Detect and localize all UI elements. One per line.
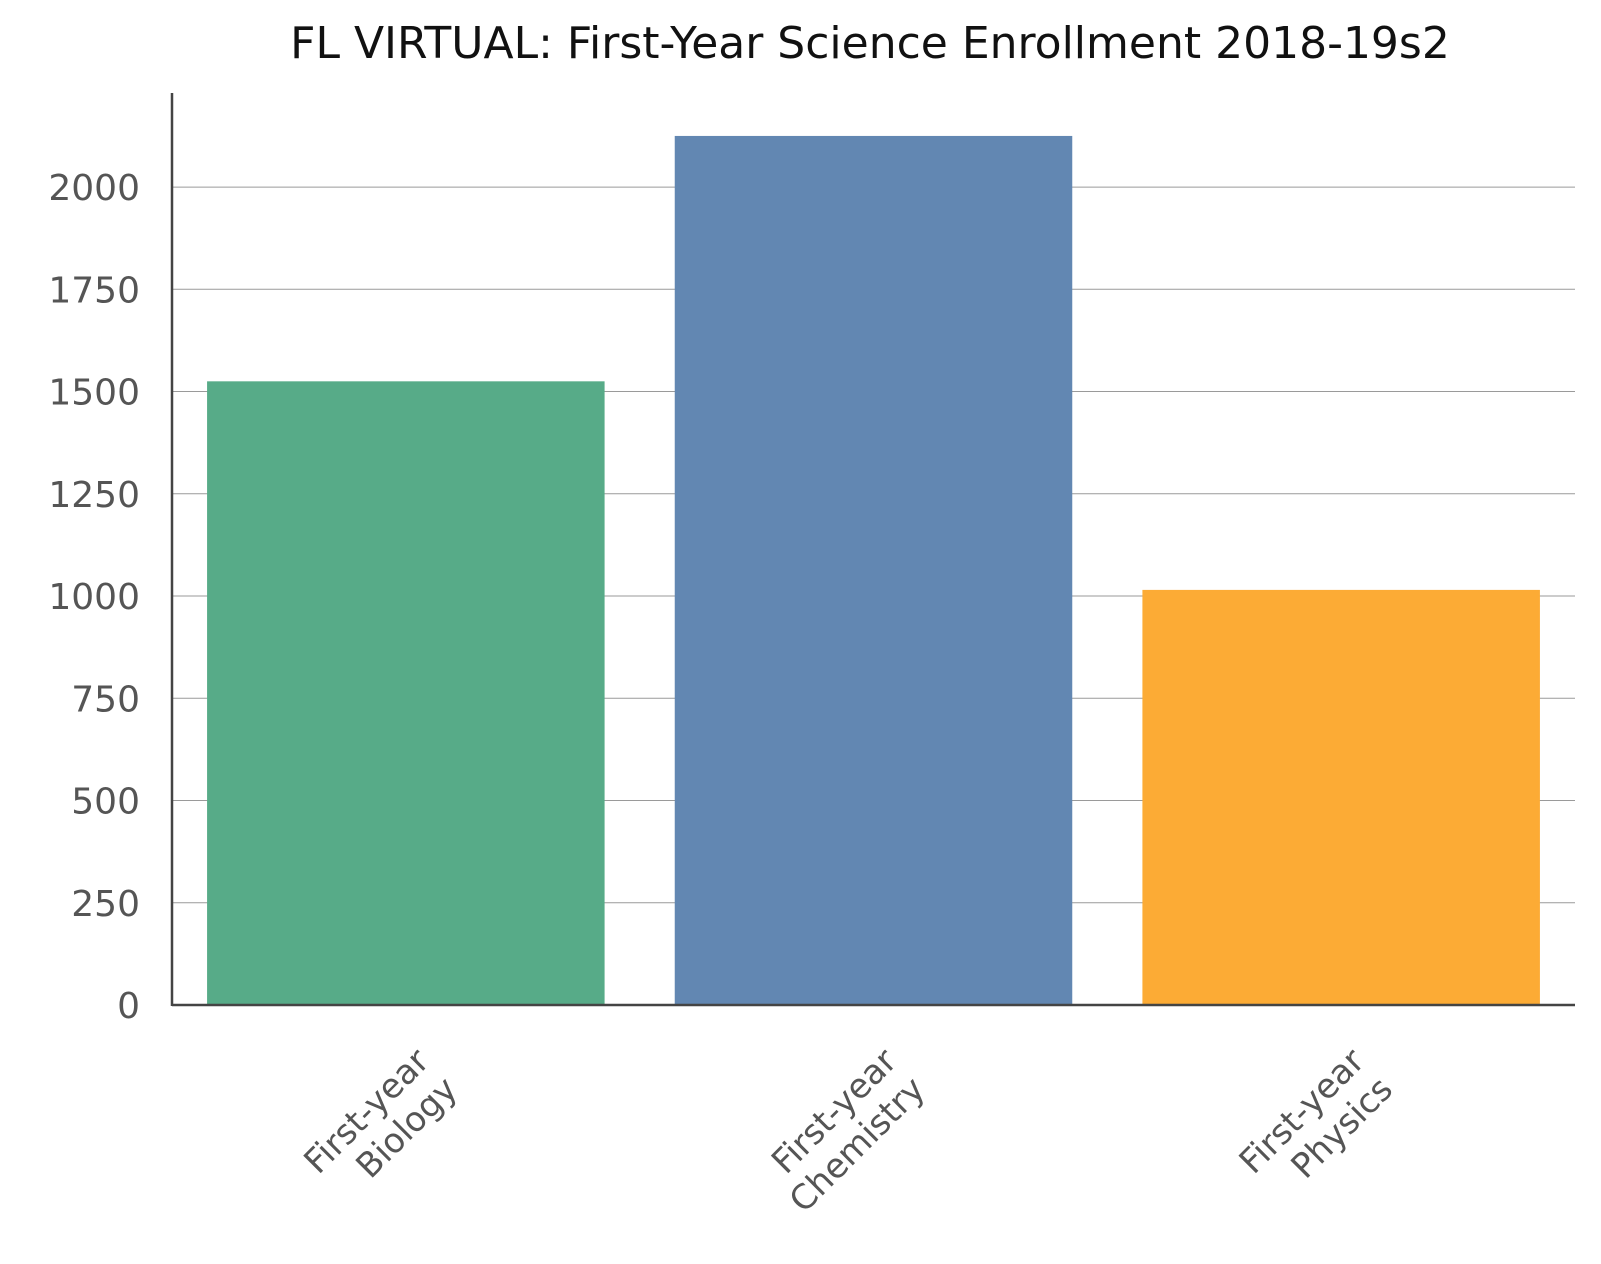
y-tick-label: 250 (71, 884, 140, 925)
axes (170, 93, 1575, 1007)
chart-title: FL VIRTUAL: First-Year Science Enrollmen… (290, 18, 1450, 69)
y-tick-label: 0 (117, 986, 140, 1027)
x-tick-label: First-yearBiology (296, 1041, 465, 1210)
bars (207, 135, 1540, 1005)
y-tick-label: 1250 (48, 475, 140, 516)
y-tick-label: 750 (71, 679, 140, 720)
y-tick-label: 500 (71, 782, 140, 823)
x-tick-label: First-yearPhysics (1232, 1041, 1401, 1210)
svg-text:First-yearChemistry: First-yearChemistry (754, 1041, 934, 1221)
y-tick-label: 2000 (48, 168, 140, 209)
y-tick-labels: 0 250 500 750 1000 1250 1500 1750 2000 (48, 168, 140, 1027)
y-tick-label: 1000 (48, 577, 140, 618)
x-tick-labels: First-yearBiology First-yearChemistry Firs… (296, 1041, 1400, 1221)
bar-first-year-chemistry (674, 135, 1073, 1005)
svg-text:First-yearBiology: First-yearBiology (296, 1041, 465, 1210)
bar-first-year-biology (207, 381, 605, 1005)
svg-text:First-yearPhysics: First-yearPhysics (1232, 1041, 1401, 1210)
y-tick-label: 1750 (48, 270, 140, 311)
x-tick-label: First-yearChemistry (754, 1041, 934, 1221)
y-tick-label: 1500 (48, 373, 140, 414)
bar-first-year-physics (1142, 589, 1540, 1005)
